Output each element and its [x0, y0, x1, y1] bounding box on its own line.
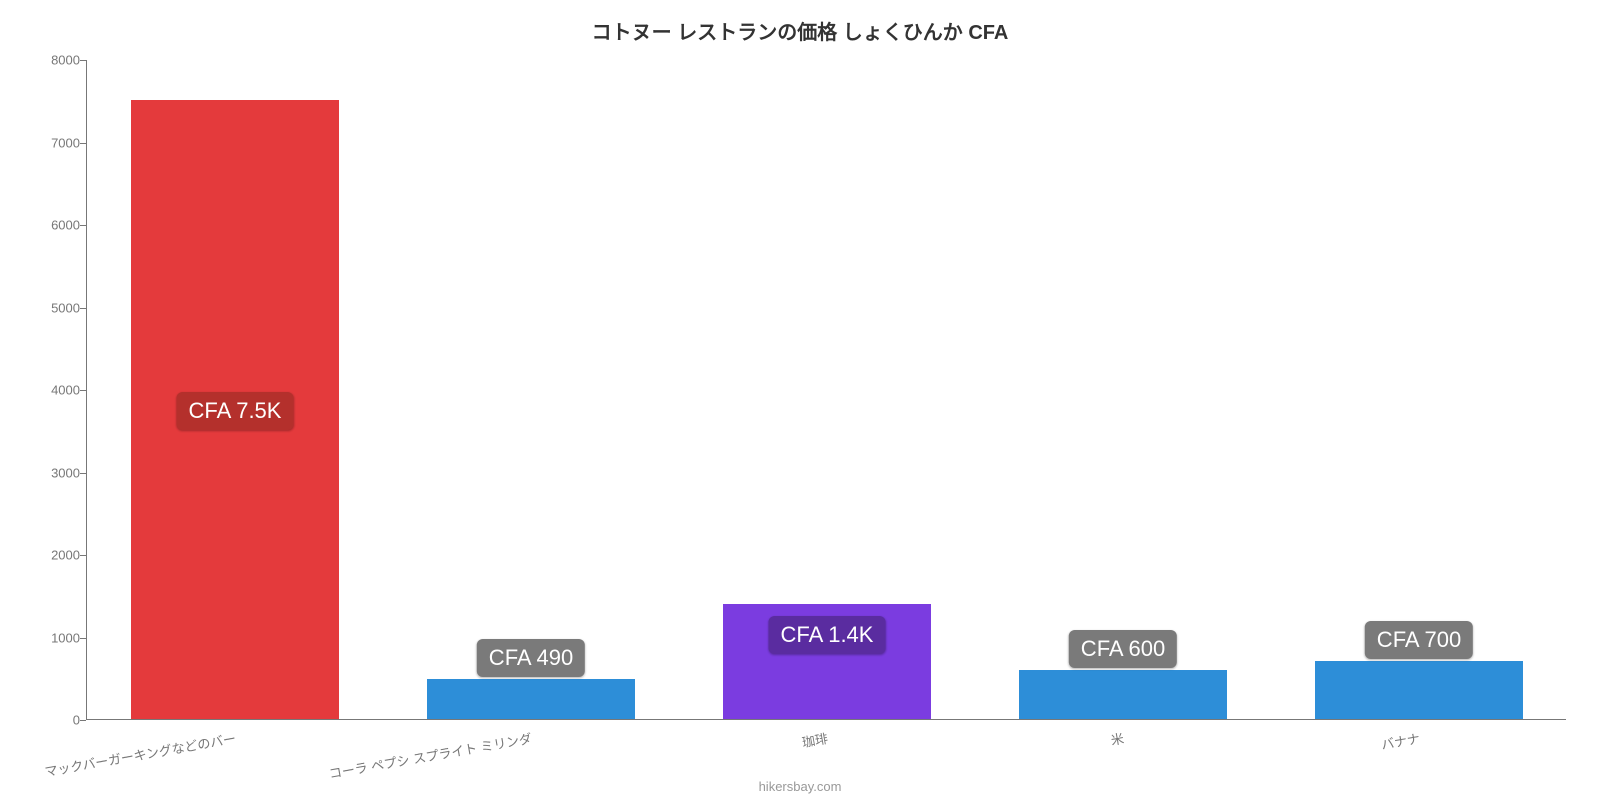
- bars-layer: CFA 7.5K CFA 490 CFA 1.4K CFA 600 CFA 700: [87, 60, 1566, 719]
- y-tick-label: 8000: [38, 53, 80, 68]
- y-tick-label: 0: [38, 713, 80, 728]
- y-tick-label: 3000: [38, 465, 80, 480]
- y-tick-mark: [80, 555, 86, 556]
- y-tick-mark: [80, 720, 86, 721]
- y-tick-mark: [80, 308, 86, 309]
- bar-value-badge: CFA 700: [1365, 621, 1473, 659]
- plot-area: CFA 7.5K CFA 490 CFA 1.4K CFA 600 CFA 700: [86, 60, 1566, 720]
- y-tick-mark: [80, 143, 86, 144]
- y-tick-mark: [80, 473, 86, 474]
- y-tick-label: 4000: [38, 383, 80, 398]
- y-tick-label: 6000: [38, 218, 80, 233]
- y-tick-label: 2000: [38, 548, 80, 563]
- bar-value-badge: CFA 600: [1069, 630, 1177, 668]
- bar-value-badge: CFA 1.4K: [769, 616, 886, 654]
- chart-container: コトヌー レストランの価格 しょくひんか CFA CFA 7.5K CFA 490…: [0, 0, 1600, 800]
- y-tick-mark: [80, 638, 86, 639]
- y-tick-mark: [80, 60, 86, 61]
- y-tick-mark: [80, 225, 86, 226]
- y-tick-label: 5000: [38, 300, 80, 315]
- bar: [1315, 661, 1522, 719]
- bar: [427, 679, 634, 719]
- y-tick-label: 1000: [38, 630, 80, 645]
- bar-value-badge: CFA 7.5K: [177, 392, 294, 430]
- bar: [1019, 670, 1226, 720]
- y-tick-mark: [80, 390, 86, 391]
- bar-value-badge: CFA 490: [477, 639, 585, 677]
- chart-title: コトヌー レストランの価格 しょくひんか CFA: [0, 16, 1600, 45]
- y-tick-label: 7000: [38, 135, 80, 150]
